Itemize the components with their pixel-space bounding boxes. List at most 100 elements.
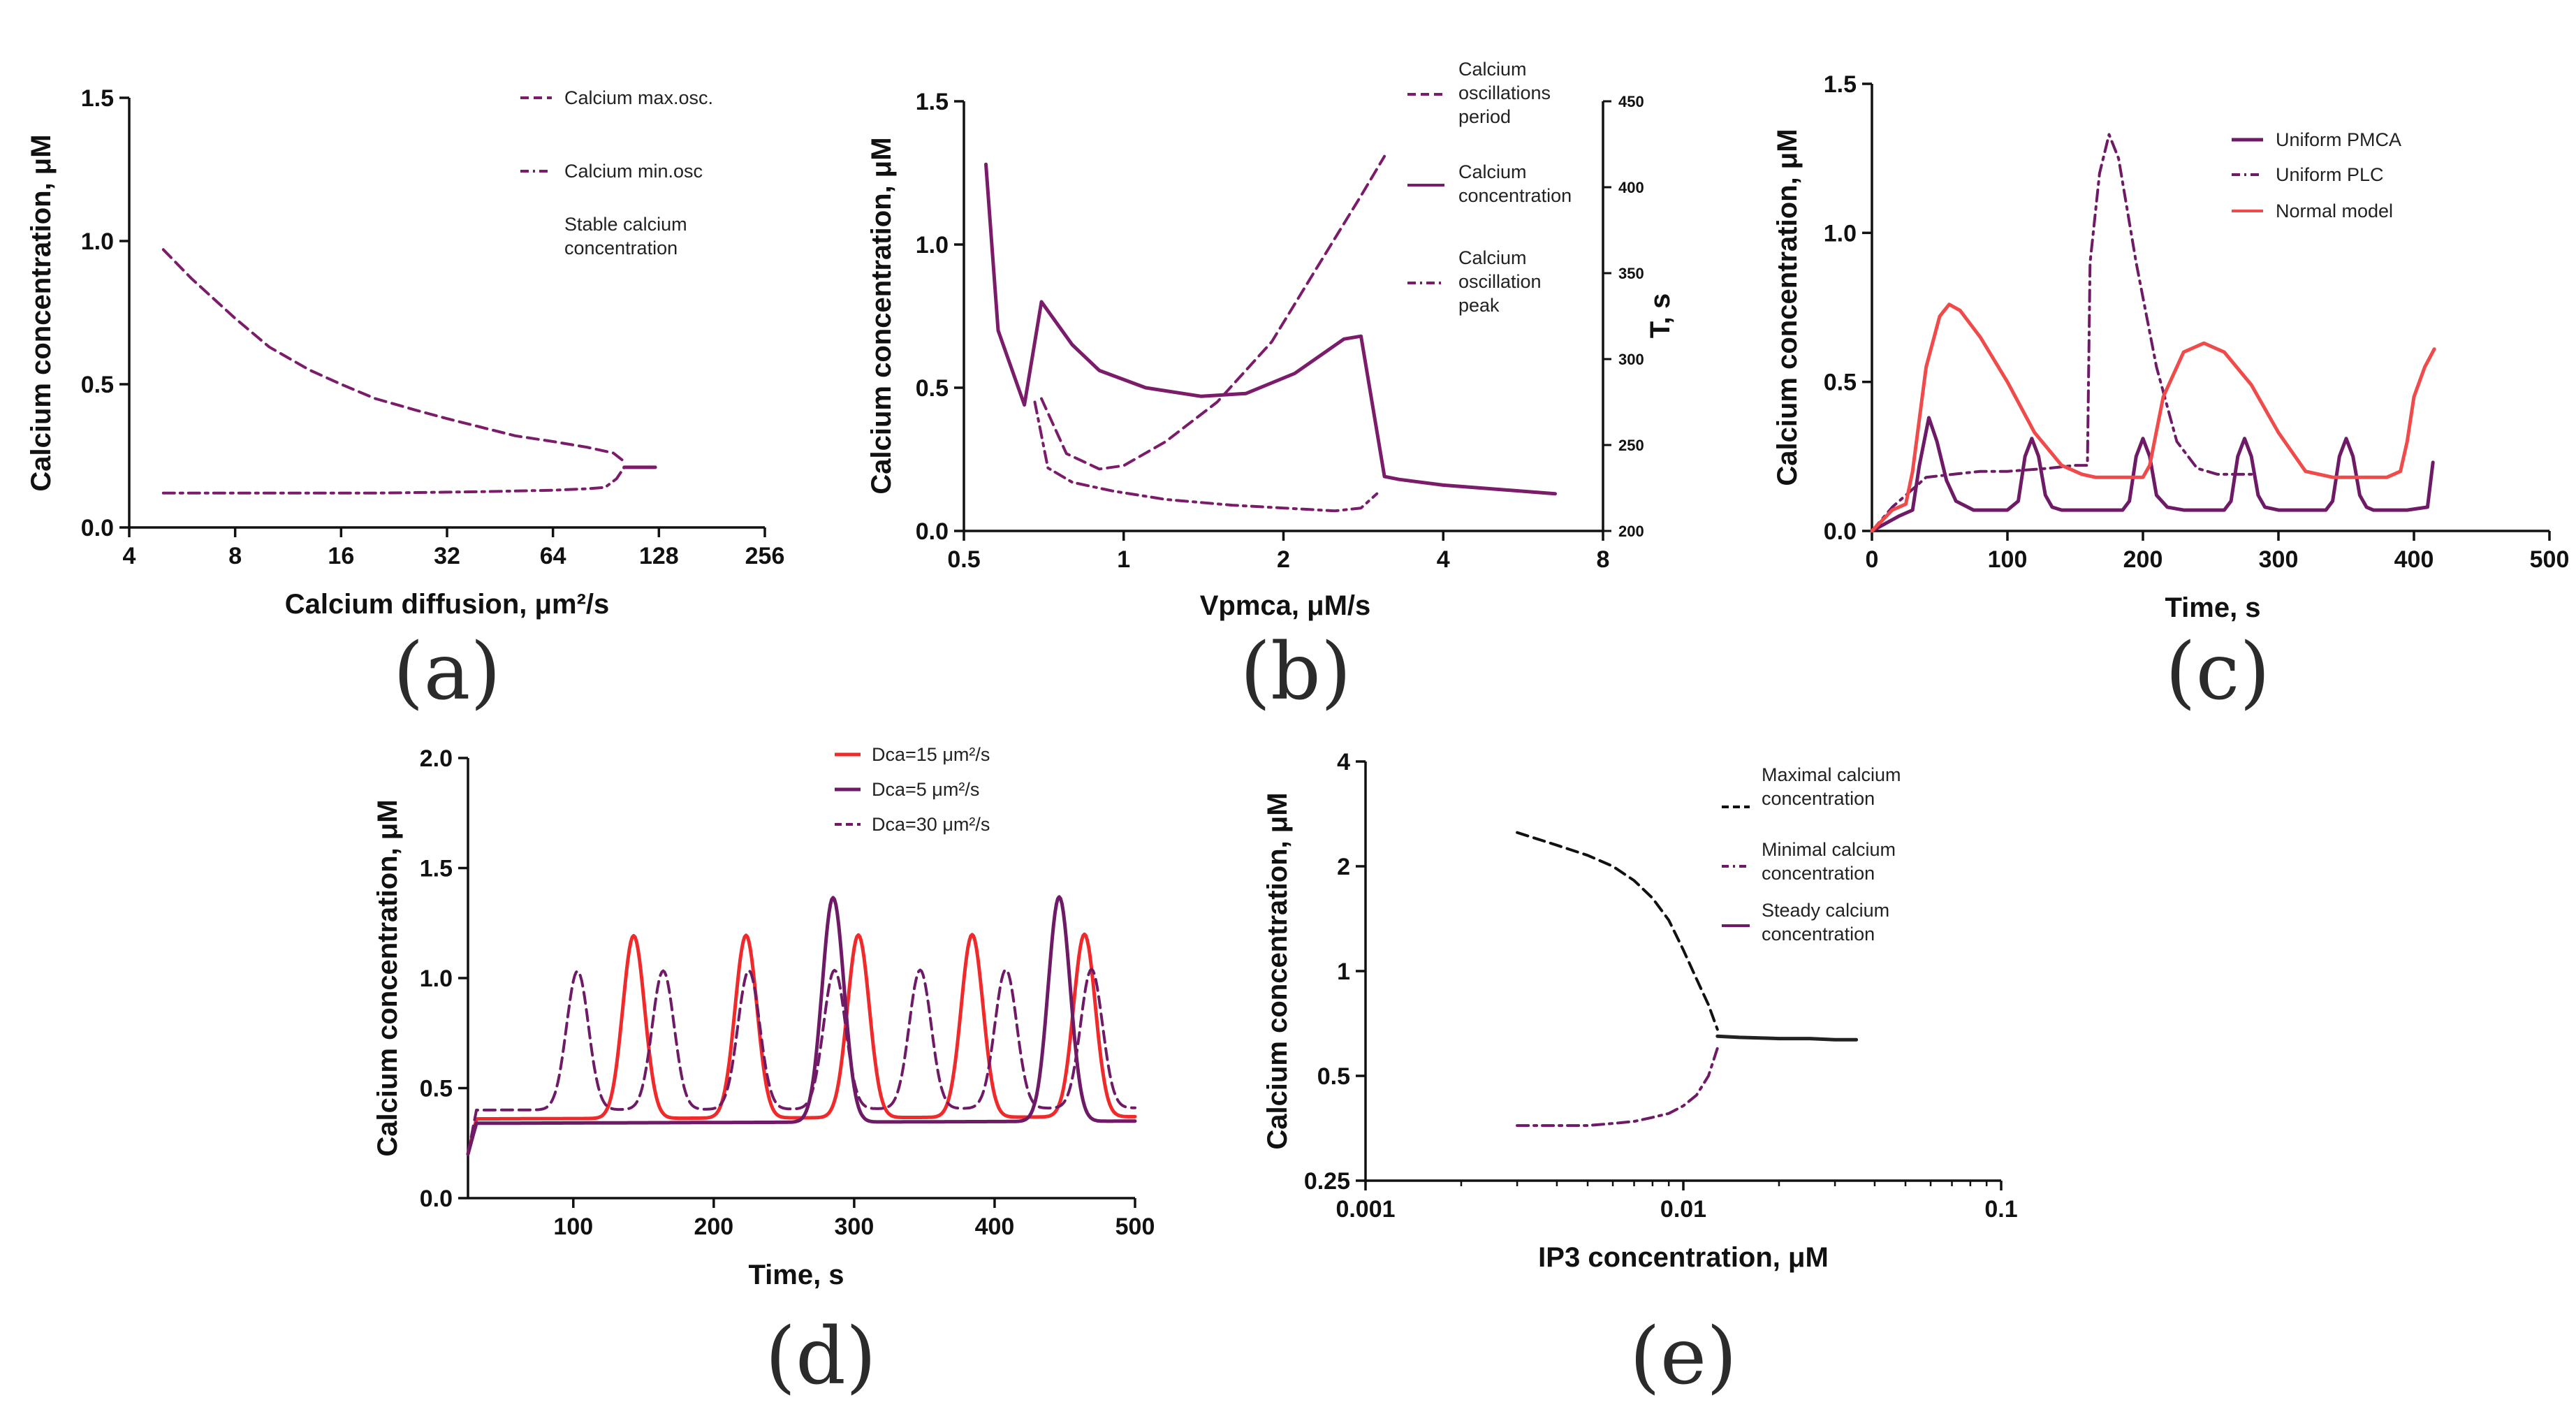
panel-b-y2tick-label: 300	[1618, 351, 1644, 368]
legend-c-normal-label: Normal model	[2276, 201, 2393, 221]
panel-c-series-line	[1870, 303, 2436, 533]
legend-b-period-label-1: Calcium	[1458, 59, 1527, 80]
panel-d-ytick-label: 0.0	[420, 1186, 453, 1212]
panel-a-xtick-label: 128	[639, 543, 679, 569]
panel-b-xtick-label: 4	[1437, 546, 1450, 573]
panel-c-series	[1870, 133, 2436, 533]
legend-b-period-label-2: oscillations	[1458, 82, 1551, 103]
panel-b-xtick-label: 8	[1597, 546, 1610, 573]
panel-a-xtick-label: 16	[328, 543, 354, 569]
legend-a-stable-label-1: Stable calcium	[564, 214, 687, 235]
panel-a-series	[161, 248, 657, 495]
legend-d-30-label: Dca=30 μm²/s	[872, 814, 990, 835]
panel-a-ytick-label: 1.5	[81, 85, 114, 112]
panel-d-ticks: 100 200 300 400 500 0.0 0.5 1.0 1.5 2.0	[420, 745, 1155, 1240]
panel-b-y2tick-label: 250	[1618, 437, 1644, 454]
panel-e-label: (e)	[1630, 1311, 1737, 1402]
panel-a-series-line	[161, 248, 626, 463]
panel-b-x-label: Vpmca, μM/s	[1200, 590, 1371, 621]
panel-c-xtick-label: 300	[2259, 546, 2299, 573]
panel-b-ytick-label: 0.0	[916, 518, 949, 545]
panel-d-series-line	[467, 968, 1136, 1156]
panel-d-series-line	[466, 932, 1137, 1156]
panel-b-xtick-label: 0.5	[947, 546, 980, 573]
panel-a-ytick-label: 0.0	[81, 515, 114, 541]
legend-e-steady-label-1: Steady calcium	[1762, 900, 1889, 921]
panel-a: 4 8 16 32 64 128 256 0.0 0.5 1.0 1.5 Calcium diffu…	[26, 85, 784, 717]
panel-c-series-line	[1871, 133, 2253, 532]
legend-e-min-label-1: Minimal calcium	[1762, 839, 1896, 860]
panel-a-xtick-label: 64	[540, 543, 566, 569]
panel-e-ytick-label: 0.5	[1317, 1063, 1350, 1090]
panel-d-xtick-label: 400	[975, 1213, 1015, 1240]
panel-d-y-label: Calcium concentration, μM	[372, 799, 403, 1156]
panel-d-ytick-label: 2.0	[420, 745, 453, 772]
panel-a-y-label: Calcium concentration, μM	[26, 134, 57, 491]
panel-c-ytick-label: 1.5	[1824, 71, 1857, 98]
panel-e-x-label: IP3 concentration, μM	[1538, 1242, 1829, 1273]
panel-d-xtick-label: 100	[553, 1213, 593, 1240]
panel-c-xtick-label: 500	[2530, 546, 2570, 573]
panel-a-xtick-label: 4	[123, 543, 136, 569]
legend-e-min-label-2: concentration	[1762, 863, 1875, 884]
panel-b-series-line	[984, 162, 1557, 496]
panel-e-ytick-label: 0.25	[1304, 1168, 1350, 1195]
panel-a-xtick-label: 256	[745, 543, 785, 569]
panel-e-series-line	[1516, 831, 1719, 1031]
panel-a-ytick-label: 0.5	[81, 372, 114, 398]
legend-a-min-label: Calcium min.osc	[564, 161, 703, 182]
legend-b-period-label-3: period	[1458, 106, 1511, 127]
legend-d-5-label: Dca=5 μm²/s	[872, 779, 979, 800]
panel-e: 0.001 0.01 0.1 0.25 0.5 1 2 4 IP3 concentration…	[1262, 749, 2018, 1402]
legend-e-steady-label-2: concentration	[1762, 924, 1875, 945]
legend-c-pmca-label: Uniform PMCA	[2276, 129, 2401, 150]
panel-a-ytick-label: 1.0	[81, 228, 114, 255]
panel-d-x-label: Time, s	[748, 1260, 844, 1290]
panel-a-label: (a)	[393, 627, 501, 717]
panel-d-ytick-label: 1.5	[420, 856, 453, 882]
panel-e-xtick-label: 0.001	[1335, 1196, 1395, 1223]
panel-b-ytick-label: 0.5	[916, 375, 949, 402]
panel-d-ytick-label: 0.5	[420, 1076, 453, 1102]
panel-b-xtick-label: 2	[1277, 546, 1290, 573]
panel-b-ytick-label: 1.5	[916, 89, 949, 115]
panel-b-y2tick-label: 450	[1618, 93, 1644, 110]
panel-d-series	[466, 895, 1137, 1156]
panel-c-x-label: Time, s	[2165, 592, 2260, 623]
legend-b-peak-label-3: peak	[1458, 295, 1500, 316]
panel-c: 0 100 200 300 400 500 0.0 0.5 1.0 1.5 Time, s Cal…	[1772, 71, 2569, 717]
panel-e-series-line	[1516, 1047, 1719, 1128]
legend-e-max-label-1: Maximal calcium	[1762, 764, 1901, 785]
panel-b-series	[984, 154, 1557, 513]
panel-a-xtick-label: 8	[228, 543, 242, 569]
panel-d-label: (d)	[765, 1311, 876, 1402]
legend-c-plc-label: Uniform PLC	[2276, 164, 2384, 185]
panel-a-xtick-label: 32	[434, 543, 460, 569]
panel-e-xtick-label: 0.01	[1660, 1196, 1706, 1223]
legend-e-max-label-2: concentration	[1762, 788, 1875, 809]
panel-b-y2tick-label: 350	[1618, 265, 1644, 282]
panel-c-xtick-label: 100	[1988, 546, 2028, 573]
panel-d-xtick-label: 300	[835, 1213, 874, 1240]
panel-b-xtick-label: 1	[1117, 546, 1130, 573]
panel-d: 100 200 300 400 500 0.0 0.5 1.0 1.5 2.0 Time, s C…	[372, 744, 1155, 1402]
panel-c-ytick-label: 1.0	[1824, 220, 1857, 247]
panel-d-xtick-label: 500	[1115, 1213, 1155, 1240]
panel-b-series-line	[1033, 400, 1379, 513]
panel-b-y2tick-label: 200	[1618, 523, 1644, 540]
panel-e-series	[1516, 831, 1859, 1128]
panel-c-y-label: Calcium concentration, μM	[1772, 129, 1803, 486]
panel-c-ticks: 0 100 200 300 400 500 0.0 0.5 1.0 1.5	[1824, 71, 2570, 573]
panel-b-y2tick-label: 400	[1618, 179, 1644, 196]
panel-d-series-line	[466, 895, 1137, 1156]
panel-b-y2-label: T, s	[1645, 293, 1676, 338]
panel-b-series-line	[1040, 154, 1386, 471]
panel-c-ytick-label: 0.0	[1824, 518, 1857, 545]
legend-b-peak-label-2: oscillation	[1458, 271, 1542, 292]
legend-b-conc-label-2: concentration	[1458, 185, 1572, 206]
legend-b-conc-label-1: Calcium	[1458, 161, 1527, 182]
panel-a-ticks: 4 8 16 32 64 128 256 0.0 0.5 1.0 1.5	[81, 85, 785, 569]
